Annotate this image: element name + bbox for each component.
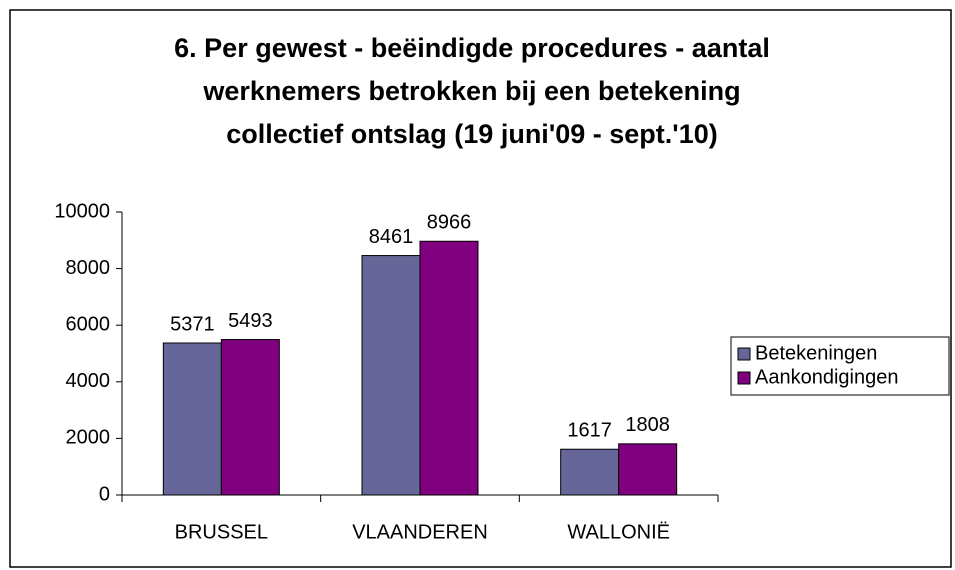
- bar: [361, 255, 421, 496]
- bar: [419, 240, 479, 496]
- y-tick-label: 4000: [66, 370, 111, 392]
- bar: [618, 443, 678, 496]
- y-tick-label: 8000: [66, 257, 111, 279]
- bar: [220, 339, 280, 496]
- legend-label: Betekeningen: [755, 342, 877, 364]
- bar: [162, 342, 222, 496]
- y-tick-label: 2000: [66, 427, 111, 449]
- legend-box: [730, 336, 950, 396]
- x-tick-label: BRUSSEL: [175, 521, 268, 543]
- data-label: 5371: [170, 313, 215, 335]
- chart-title: werknemers betrokken bij een betekening: [202, 76, 740, 106]
- legend-swatch: [737, 347, 751, 361]
- data-label: 1808: [625, 414, 670, 436]
- data-label: 8966: [427, 212, 472, 234]
- data-label: 5493: [228, 310, 273, 332]
- chart-title: 6. Per gewest - beëindigde procedures - …: [174, 33, 770, 63]
- legend-swatch: [737, 371, 751, 385]
- data-label: 8461: [369, 226, 414, 248]
- chart-title: collectief ontslag (19 juni'09 - sept.'1…: [226, 119, 717, 149]
- y-tick-label: 6000: [66, 313, 111, 335]
- legend-label: Aankondigingen: [755, 366, 898, 388]
- data-label: 1617: [567, 420, 612, 442]
- y-tick-label: 10000: [54, 200, 110, 222]
- y-tick-label: 0: [99, 483, 110, 505]
- x-tick-label: WALLONIË: [567, 521, 670, 543]
- bar: [560, 448, 620, 496]
- x-tick-label: VLAANDEREN: [352, 521, 488, 543]
